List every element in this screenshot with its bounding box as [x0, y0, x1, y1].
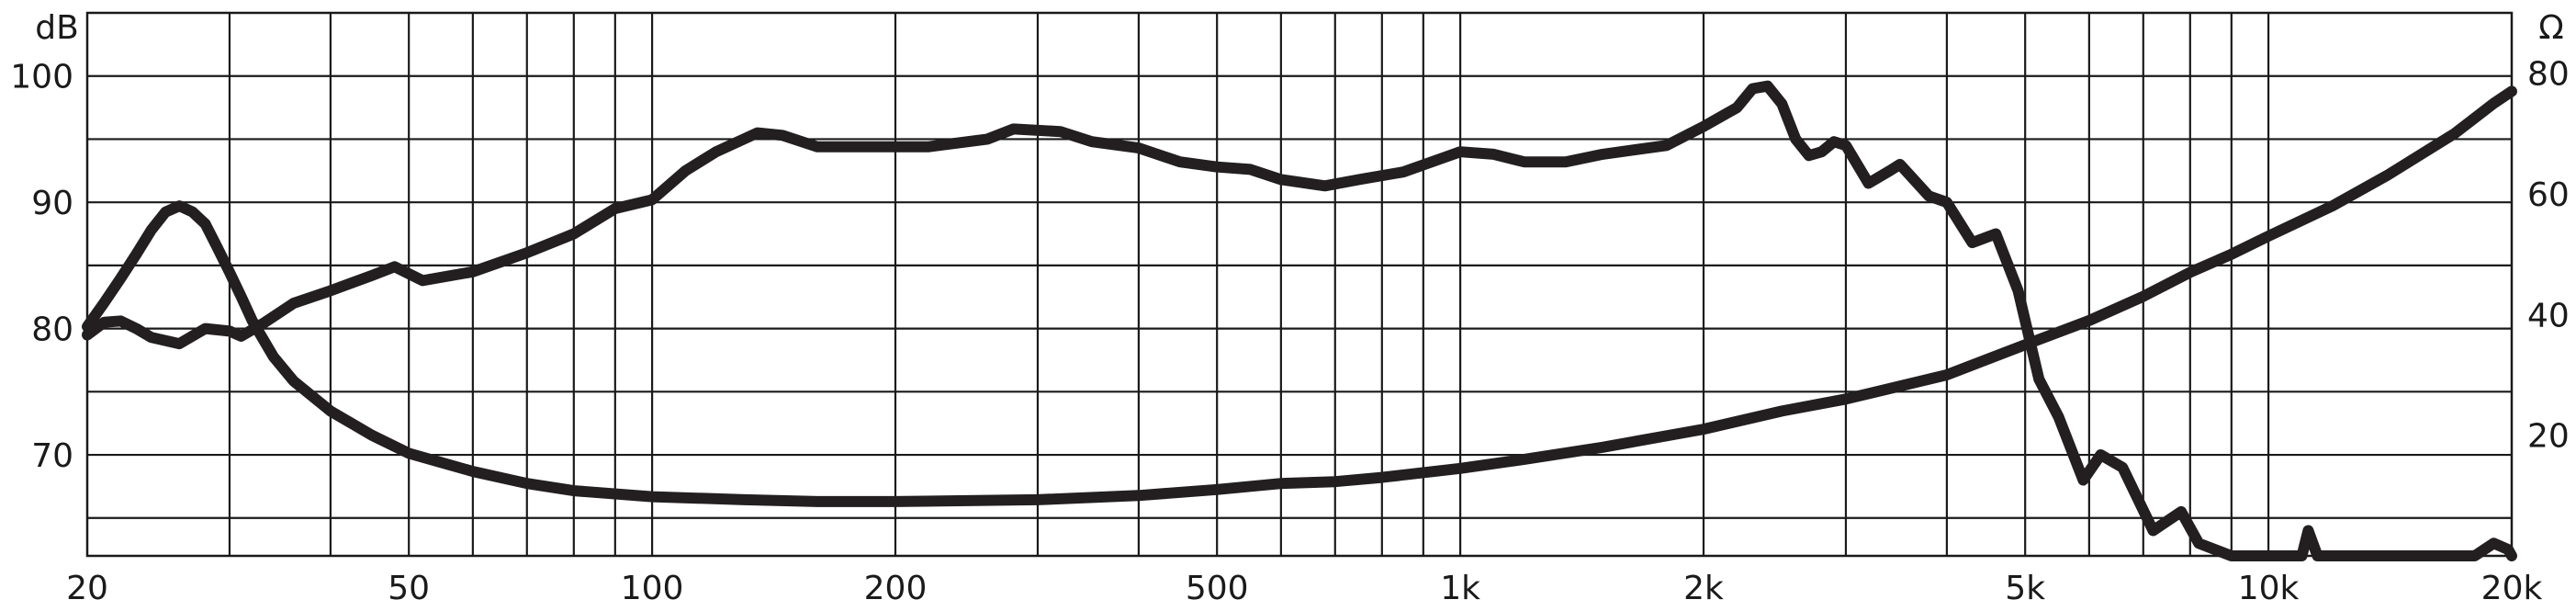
x-tick-label: 100: [621, 570, 684, 607]
left-y-tick-label: 90: [31, 185, 73, 222]
left-y-tick-label: 70: [31, 437, 73, 475]
left-y-tick-label: 80: [31, 311, 73, 349]
right-y-tick-label: 20: [2527, 418, 2570, 456]
plot-frame: [85, 11, 2514, 558]
spl-curve: [82, 80, 2517, 561]
x-tick-label: 500: [1186, 570, 1249, 607]
left-axis-tick-labels: 70 80 90 100: [10, 59, 73, 475]
x-tick-label: 20: [66, 570, 108, 607]
right-y-tick-label: 80: [2527, 56, 2570, 94]
left-y-tick-label: 100: [10, 59, 73, 96]
x-tick-label: 5k: [2005, 570, 2045, 607]
x-tick-label: 200: [864, 570, 928, 607]
right-y-tick-label: 60: [2527, 176, 2570, 214]
chart-grid: [87, 13, 2512, 556]
impedance-curve: [82, 85, 2517, 507]
x-tick-label: 2k: [1683, 570, 1724, 607]
left-axis-unit: dB: [35, 9, 79, 47]
right-axis-tick-labels: 20 40 60 80: [2527, 56, 2570, 456]
x-tick-label: 10k: [2238, 570, 2300, 607]
x-tick-label: 1k: [1440, 570, 1480, 607]
x-tick-label: 50: [388, 570, 430, 607]
right-y-tick-label: 40: [2527, 297, 2570, 334]
x-axis-tick-labels: 20 50 100 200 500 1k 2k 5k 10k 20k: [66, 570, 2542, 607]
chart-series: [82, 80, 2517, 561]
right-axis-unit: Ω: [2538, 9, 2564, 47]
x-tick-label: 20k: [2481, 570, 2543, 607]
